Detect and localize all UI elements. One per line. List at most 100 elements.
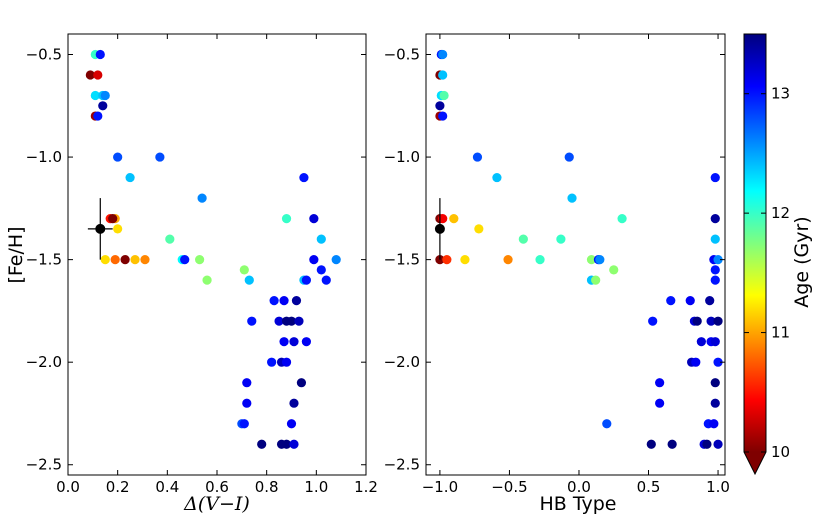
y-tick-label: −1.0: [384, 148, 420, 166]
scatter-point: [609, 265, 619, 275]
x-tick-label: 0.4: [155, 478, 179, 496]
right-axes-frame: [425, 33, 726, 476]
y-tick-label: −0.5: [26, 46, 62, 64]
scatter-point: [321, 275, 331, 285]
scatter-point: [602, 419, 612, 429]
scatter-point: [85, 70, 95, 80]
right-panel: −1.0 −0.5 0.0 0.5 1.0 −2.5 −2.0 −1.5 −1.0 −0.5 H…: [384, 33, 730, 515]
left-x-axis-label: Δ(V−I): [183, 493, 250, 515]
colorbar-extend-triangle: [744, 452, 766, 474]
scatter-point: [155, 152, 165, 162]
y-tick-label: −2.0: [26, 353, 62, 371]
scatter-point: [90, 90, 100, 101]
scatter-point: [289, 398, 299, 408]
scatter-point: [564, 152, 574, 162]
scatter-point: [591, 275, 601, 285]
scatter-point: [197, 193, 207, 203]
scatter-point: [180, 255, 190, 265]
scatter-point: [294, 316, 304, 326]
colorbar-tick-label: 13: [771, 85, 790, 103]
scatter-point: [100, 90, 110, 101]
scatter-point: [710, 214, 720, 224]
scatter-point: [492, 172, 502, 183]
scatter-point: [438, 111, 448, 121]
scatter-point: [95, 49, 105, 60]
scatter-point: [301, 275, 311, 285]
scatter-point: [202, 275, 212, 285]
y-tick-label: −1.5: [26, 251, 62, 269]
right-y-ticks: −2.5 −2.0 −1.5 −1.0 −0.5: [384, 46, 725, 474]
scatter-point: [442, 255, 452, 265]
y-tick-label: −2.0: [384, 353, 420, 371]
scatter-point: [646, 439, 656, 449]
colorbar-tick-label: 12: [771, 204, 790, 222]
y-axis-label: [Fe/H]: [5, 226, 27, 283]
scatter-point: [706, 316, 716, 326]
scatter-point: [239, 265, 249, 275]
scatter-point: [289, 439, 299, 449]
scatter-point: [247, 316, 257, 326]
colorbar-ticks: 10 11 12 13: [744, 85, 790, 461]
x-tick-label: 1.2: [354, 478, 378, 496]
right-error-bar: [434, 198, 445, 260]
scatter-point: [93, 111, 103, 121]
scatter-point: [655, 398, 665, 408]
scatter-point: [617, 214, 627, 224]
scatter-point: [713, 439, 723, 449]
scatter-point: [705, 296, 715, 306]
scatter-point: [472, 152, 483, 162]
scatter-point: [438, 70, 448, 80]
right-x-axis-label: HB Type: [539, 493, 616, 515]
colorbar: 10 11 12 13 Age (Gyr): [743, 33, 813, 476]
scatter-point: [710, 337, 720, 347]
scatter-point: [316, 234, 326, 244]
colorbar-fill: [744, 34, 766, 452]
scatter-point: [93, 70, 103, 80]
scatter-point: [113, 224, 123, 234]
scatter-point: [691, 357, 701, 367]
scatter-point: [685, 296, 695, 306]
scatter-point: [244, 275, 254, 285]
scatter-point: [279, 296, 289, 306]
scatter-point: [713, 316, 723, 326]
x-tick-label: 1.0: [706, 478, 730, 496]
scatter-point: [460, 255, 470, 265]
x-tick-label: 0.8: [255, 478, 279, 496]
y-tick-label: −2.5: [26, 456, 62, 474]
x-tick-label: 0.6: [205, 478, 229, 496]
y-tick-label: −0.5: [384, 46, 420, 64]
scatter-point: [296, 378, 307, 388]
scatter-point: [648, 316, 658, 326]
scatter-point: [269, 296, 279, 306]
scatter-point: [242, 398, 252, 408]
scatter-point: [257, 439, 267, 449]
scatter-point: [110, 255, 120, 265]
right-x-ticks: −1.0 −0.5 0.0 0.5 1.0: [422, 34, 730, 496]
scatter-point: [710, 275, 720, 285]
colorbar-outline: [743, 33, 767, 476]
scatter-point: [655, 378, 665, 388]
error-point: [434, 223, 445, 234]
scatter-point: [696, 337, 706, 347]
scatter-point: [120, 255, 130, 265]
scatter-point: [438, 49, 448, 60]
scatter-point: [279, 337, 289, 347]
scatter-point: [439, 90, 449, 101]
scatter-point: [239, 419, 249, 429]
left-panel: 0.0 0.2 0.4 0.6 0.8 1.0 1.2 −2.5 −2.0 −1.5 −1.0 −0…: [5, 33, 378, 515]
scatter-point: [267, 357, 277, 367]
x-tick-label: 0.0: [56, 478, 80, 496]
scatter-point: [503, 255, 513, 265]
scatter-point: [301, 337, 311, 347]
scatter-point: [309, 255, 319, 265]
scatter-point: [130, 255, 140, 265]
scatter-point: [595, 255, 605, 265]
scatter-point: [567, 193, 577, 203]
colorbar-label: Age (Gyr): [791, 216, 813, 307]
scatter-point: [710, 172, 720, 183]
scatter-point: [281, 357, 292, 367]
y-tick-label: −2.5: [384, 456, 420, 474]
scatter-point: [289, 337, 299, 347]
scatter-point: [474, 224, 484, 234]
